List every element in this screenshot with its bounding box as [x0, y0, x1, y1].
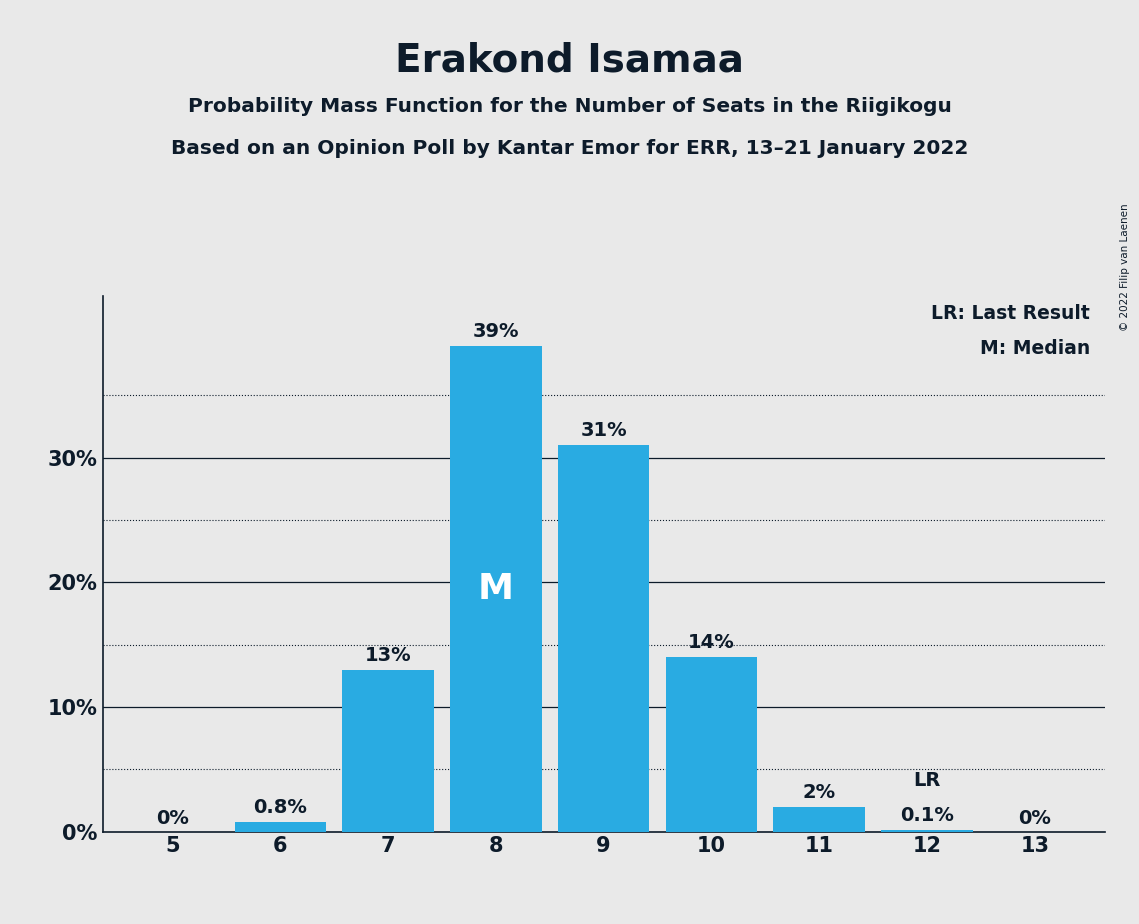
Bar: [343, 670, 434, 832]
Text: LR: LR: [913, 772, 941, 790]
Bar: [882, 831, 973, 832]
Text: 14%: 14%: [688, 633, 735, 652]
Text: 31%: 31%: [581, 421, 626, 440]
Bar: [235, 821, 326, 832]
Text: 0.1%: 0.1%: [900, 807, 954, 825]
Text: M: Median: M: Median: [980, 338, 1090, 358]
Text: Probability Mass Function for the Number of Seats in the Riigikogu: Probability Mass Function for the Number…: [188, 97, 951, 116]
Text: M: M: [478, 572, 514, 605]
Text: 0%: 0%: [1018, 808, 1051, 828]
Bar: [773, 807, 865, 832]
Text: 39%: 39%: [473, 322, 519, 341]
Text: Based on an Opinion Poll by Kantar Emor for ERR, 13–21 January 2022: Based on an Opinion Poll by Kantar Emor …: [171, 139, 968, 158]
Text: 0%: 0%: [156, 808, 189, 828]
Bar: [450, 346, 542, 832]
Bar: [665, 657, 757, 832]
Text: 0.8%: 0.8%: [253, 797, 308, 817]
Text: Erakond Isamaa: Erakond Isamaa: [395, 42, 744, 79]
Bar: [558, 445, 649, 832]
Text: 13%: 13%: [364, 646, 411, 664]
Text: 2%: 2%: [803, 783, 836, 802]
Text: LR: Last Result: LR: Last Result: [931, 304, 1090, 322]
Text: © 2022 Filip van Laenen: © 2022 Filip van Laenen: [1121, 203, 1130, 331]
